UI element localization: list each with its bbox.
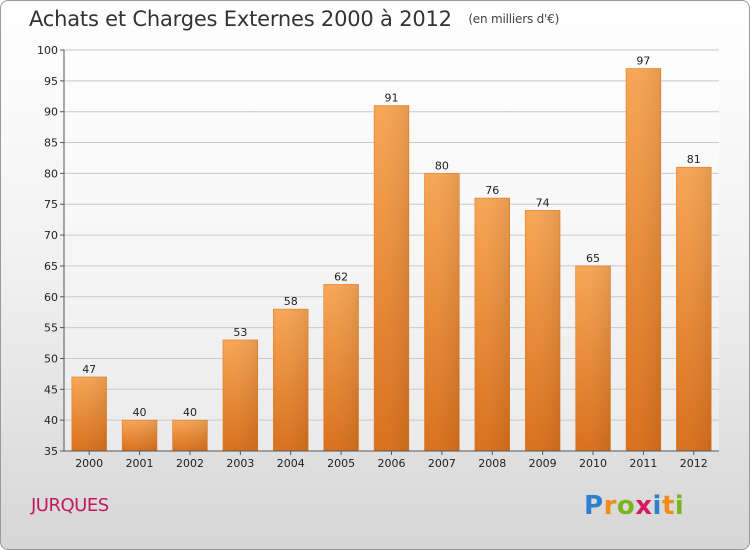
data-label: 97 bbox=[636, 55, 650, 68]
x-tick-label: 2012 bbox=[680, 457, 708, 470]
data-label: 58 bbox=[284, 295, 298, 308]
data-label: 81 bbox=[687, 153, 701, 166]
bar-shade bbox=[222, 339, 258, 451]
bar-shade bbox=[424, 173, 460, 451]
data-label: 65 bbox=[586, 252, 600, 265]
y-tick-label: 35 bbox=[44, 445, 58, 458]
logo-letter: x bbox=[635, 491, 653, 521]
chart-title-text: Achats et Charges Externes 2000 à 2012 bbox=[29, 7, 452, 31]
proxiti-logo[interactable]: Proxiti bbox=[584, 491, 684, 521]
bar-shade bbox=[676, 167, 712, 451]
bar-shade bbox=[323, 284, 359, 451]
bar-shade bbox=[71, 376, 107, 451]
x-tick-label: 2000 bbox=[75, 457, 103, 470]
y-tick-label: 85 bbox=[44, 137, 58, 150]
x-tick-label: 2001 bbox=[126, 457, 154, 470]
commune-name: JURQUES bbox=[31, 495, 109, 516]
bar-shade bbox=[525, 210, 561, 451]
y-tick-label: 65 bbox=[44, 260, 58, 273]
bar-shade bbox=[575, 265, 611, 451]
x-tick-label: 2010 bbox=[579, 457, 607, 470]
x-tick-label: 2003 bbox=[226, 457, 254, 470]
bar-shade bbox=[474, 198, 510, 451]
y-tick-label: 40 bbox=[44, 414, 58, 427]
logo-letter: r bbox=[603, 491, 617, 521]
y-tick-label: 45 bbox=[44, 383, 58, 396]
y-tick-label: 80 bbox=[44, 167, 58, 180]
data-label: 91 bbox=[385, 92, 399, 105]
y-tick-label: 95 bbox=[44, 75, 58, 88]
y-tick-label: 70 bbox=[44, 229, 58, 242]
x-tick-label: 2007 bbox=[428, 457, 456, 470]
data-label: 80 bbox=[435, 159, 449, 172]
x-tick-label: 2011 bbox=[629, 457, 657, 470]
logo-letter: i bbox=[652, 491, 662, 521]
data-label: 76 bbox=[485, 184, 499, 197]
x-tick-label: 2009 bbox=[529, 457, 557, 470]
logo-letter: i bbox=[674, 491, 685, 521]
data-label: 40 bbox=[183, 406, 197, 419]
y-tick-label: 100 bbox=[37, 44, 58, 57]
y-tick-label: 50 bbox=[44, 352, 58, 365]
x-tick-label: 2004 bbox=[277, 457, 305, 470]
axes-group: 35 40 45 50 55 60 65 70 75 80 85 90 95 100 2000 2001 200… bbox=[37, 44, 719, 470]
data-label: 74 bbox=[536, 196, 550, 209]
x-tick-label: 2008 bbox=[478, 457, 506, 470]
data-label: 62 bbox=[334, 270, 348, 283]
bar-shade bbox=[626, 68, 661, 451]
y-tick-label: 90 bbox=[44, 106, 58, 119]
y-tick-label: 60 bbox=[44, 291, 58, 304]
y-tick-label: 55 bbox=[44, 322, 58, 335]
bars-group: 47 40 40 53 58 62 91 80 76 74 65 97 81 bbox=[71, 55, 712, 452]
bar-shade bbox=[273, 309, 309, 451]
chart-subtitle: (en milliers d'€) bbox=[468, 12, 560, 26]
logo-letter: o bbox=[616, 491, 636, 521]
bar-shade bbox=[172, 420, 208, 451]
bar-shade bbox=[374, 105, 409, 452]
data-label: 40 bbox=[133, 406, 147, 419]
x-tick-label: 2002 bbox=[176, 457, 204, 470]
data-label: 47 bbox=[82, 363, 96, 376]
chart-title: Achats et Charges Externes 2000 à 2012 (… bbox=[29, 7, 559, 31]
bar-shade bbox=[122, 420, 157, 451]
x-tick-label: 2005 bbox=[327, 457, 355, 470]
data-label: 53 bbox=[233, 326, 247, 339]
logo-letter: P bbox=[584, 491, 604, 521]
y-tick-label: 75 bbox=[44, 198, 58, 211]
x-tick-label: 2006 bbox=[378, 457, 406, 470]
logo-letter: t bbox=[661, 491, 675, 521]
